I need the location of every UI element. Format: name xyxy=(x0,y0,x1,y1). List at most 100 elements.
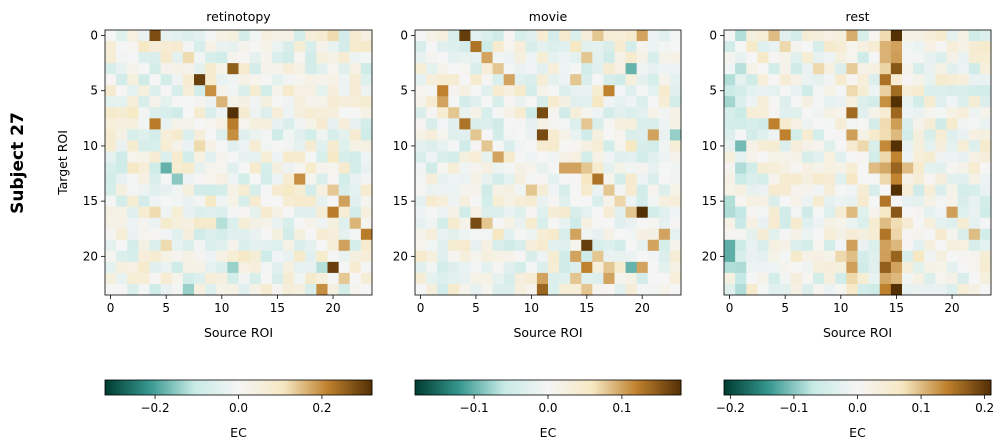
heatmap-cell xyxy=(536,261,549,274)
heatmap-cell xyxy=(492,118,505,130)
heatmap-cell xyxy=(570,96,582,108)
heatmap-cell xyxy=(305,129,317,141)
heatmap-cell xyxy=(846,63,858,75)
heatmap-cell xyxy=(227,129,239,141)
heatmap-cell xyxy=(768,52,781,64)
colorbar-segment xyxy=(225,380,228,395)
heatmap-cell xyxy=(216,239,228,252)
heatmap-cell xyxy=(216,250,228,263)
heatmap-cell xyxy=(779,184,792,197)
heatmap-cell xyxy=(426,173,438,185)
colorbar-segment xyxy=(930,380,934,395)
heatmap-cell xyxy=(160,261,173,274)
heatmap-cell xyxy=(946,184,959,197)
heatmap-cell xyxy=(327,85,340,97)
heatmap-cell xyxy=(426,140,438,152)
colorbar-segment xyxy=(576,380,580,395)
heatmap-cell xyxy=(647,272,660,285)
heatmap-cell xyxy=(968,118,981,130)
colorbar-segment xyxy=(937,380,941,395)
heatmap-cell xyxy=(724,173,736,185)
heatmap-cell xyxy=(116,239,128,252)
colorbar-segment xyxy=(841,380,845,395)
heatmap-cell xyxy=(746,283,758,296)
heatmap-cell xyxy=(614,184,626,197)
heatmap-cell xyxy=(160,217,173,230)
heatmap-cell xyxy=(127,52,139,64)
heatmap-cell xyxy=(968,261,981,274)
heatmap-cell xyxy=(790,239,803,252)
heatmap-cell xyxy=(801,250,814,263)
heatmap-cell xyxy=(979,85,992,97)
heatmap-cell xyxy=(171,228,184,241)
heatmap-cell xyxy=(757,162,769,174)
colorbar-segment xyxy=(534,380,538,395)
heatmap-cell xyxy=(835,30,847,42)
heatmap-cell xyxy=(924,140,936,152)
heatmap-cell xyxy=(846,96,858,108)
heatmap-cell xyxy=(138,140,150,152)
heatmap-cell xyxy=(868,151,881,163)
heatmap-cell xyxy=(283,195,295,208)
colorbar-segment xyxy=(881,380,885,395)
colorbar-segment xyxy=(320,380,324,395)
heatmap-cell xyxy=(271,118,284,130)
heatmap-cell xyxy=(525,272,538,285)
heatmap-cell xyxy=(426,228,438,241)
heatmap-cell xyxy=(757,228,769,241)
y-tick-label: 0 xyxy=(90,29,98,43)
heatmap-cell xyxy=(283,184,295,197)
heatmap-cell xyxy=(924,228,936,241)
colorbar-segment xyxy=(180,380,184,395)
heatmap-cell xyxy=(946,151,959,163)
heatmap-cell xyxy=(194,283,206,296)
heatmap-cell xyxy=(779,118,792,130)
heatmap-cell xyxy=(294,30,306,42)
heatmap-cell xyxy=(724,30,736,42)
colorbar-segment xyxy=(417,380,420,395)
heatmap-cell xyxy=(316,250,328,263)
heatmap-cell xyxy=(360,52,373,64)
heatmap-cell xyxy=(503,250,516,263)
heatmap-cell xyxy=(249,184,262,197)
heatmap-cell xyxy=(868,195,881,208)
colorbar-segment xyxy=(630,380,633,395)
heatmap-cell xyxy=(669,151,682,163)
heatmap-cell xyxy=(127,140,139,152)
heatmap-cell xyxy=(647,41,660,53)
heatmap-cell xyxy=(327,206,340,219)
colorbar-segment xyxy=(187,380,190,395)
heatmap-cell xyxy=(171,129,184,141)
heatmap-cell xyxy=(514,162,527,174)
heatmap-cell xyxy=(249,96,262,108)
heatmap-cell xyxy=(724,96,736,108)
heatmap-cell xyxy=(669,140,682,152)
heatmap-cell xyxy=(316,52,328,64)
heatmap-cell xyxy=(492,52,505,64)
heatmap-cell xyxy=(801,283,814,296)
colorbar-segment xyxy=(601,380,604,395)
y-tick-label: 10 xyxy=(83,139,98,153)
heatmap-cell xyxy=(592,151,604,163)
heatmap-cell xyxy=(548,41,560,53)
colorbar-segment xyxy=(897,380,901,395)
colorbar-segment xyxy=(314,380,317,395)
colorbar-segment xyxy=(171,380,175,395)
heatmap-cell xyxy=(294,184,306,197)
heatmap-cell xyxy=(205,206,217,219)
heatmap-cell xyxy=(746,217,758,230)
colorbar-segment xyxy=(256,380,259,395)
heatmap-cell xyxy=(935,272,947,285)
heatmap-cell xyxy=(979,151,992,163)
heatmap-cell xyxy=(448,195,460,208)
colorbar-segment xyxy=(634,380,638,395)
heatmap-cell xyxy=(127,272,139,285)
heatmap-cells xyxy=(105,30,373,296)
heatmap-cell xyxy=(503,30,516,42)
heatmap-cell xyxy=(913,30,925,42)
heatmap-cell xyxy=(735,272,747,285)
heatmap-cell xyxy=(216,173,228,185)
heatmap-cell xyxy=(171,250,184,263)
heatmap-cell xyxy=(790,261,803,274)
heatmap-cell xyxy=(603,63,615,75)
